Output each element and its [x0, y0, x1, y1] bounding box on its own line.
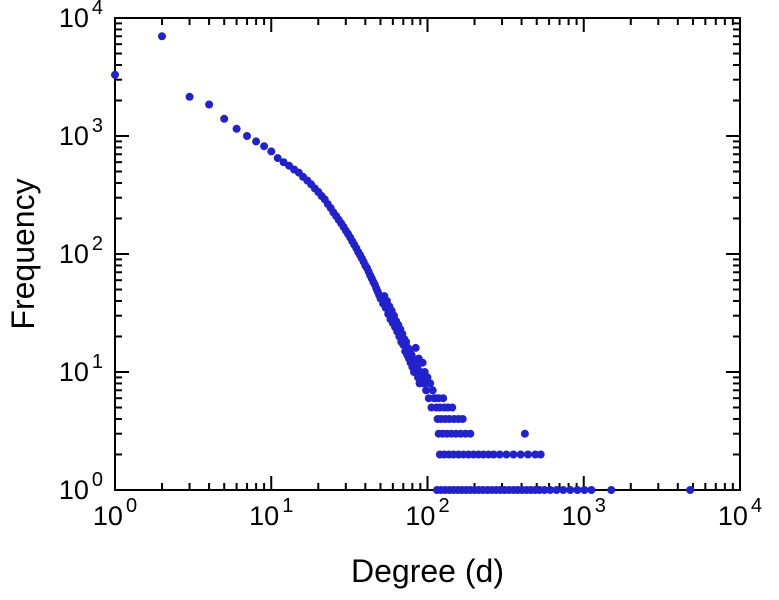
data-point [111, 70, 119, 79]
data-point [205, 100, 214, 109]
data-point [402, 337, 411, 346]
data-point [426, 379, 435, 388]
data-point [489, 450, 498, 459]
tick-labels: 10 0 10 1 10 2 10 3 10 4 10 0 10 1 10 2 10 3 10 4 [59, 0, 762, 531]
data-point [509, 450, 518, 459]
data-point [243, 132, 251, 140]
data-point [587, 486, 596, 494]
data-point [540, 486, 549, 494]
x-axis-label: Degree (d) [351, 553, 504, 589]
data-point [158, 32, 166, 41]
data-point [559, 486, 568, 494]
data-point [267, 147, 276, 156]
y-tick-label: 10 1 [59, 351, 103, 387]
data-point [422, 386, 431, 395]
data-point [516, 450, 525, 459]
data-point [546, 486, 555, 494]
data-point [252, 137, 261, 146]
data-point [273, 154, 282, 163]
data-point [502, 450, 511, 459]
data-point [439, 394, 448, 403]
data-point [495, 450, 504, 459]
data-point [428, 386, 437, 395]
x-tick-label: 10 0 [93, 495, 137, 531]
data-point [536, 450, 545, 459]
y-tick-label: 10 4 [59, 0, 103, 33]
x-tick-label: 10 4 [718, 495, 762, 531]
y-tick-label: 10 2 [59, 233, 103, 269]
data-point [260, 142, 269, 151]
data-point [411, 343, 420, 352]
y-tick-label: 10 3 [59, 115, 103, 151]
data-point [607, 486, 616, 494]
data-point [520, 429, 529, 438]
data-point [580, 486, 589, 494]
data-point [686, 486, 695, 494]
data-point [566, 486, 575, 494]
data-point [573, 486, 582, 494]
data-point [524, 450, 532, 459]
x-tick-label: 10 1 [249, 495, 293, 531]
axis-ticks [114, 17, 741, 491]
data-point [420, 379, 428, 388]
data-point [232, 124, 241, 133]
x-tick-label: 10 3 [562, 495, 606, 531]
data-point [418, 358, 427, 367]
y-tick-label: 10 0 [59, 469, 103, 505]
data-point [220, 114, 229, 123]
data-point [423, 373, 432, 382]
data-point [458, 415, 467, 423]
data-point [185, 92, 194, 101]
y-axis-label: Frequency [5, 178, 41, 329]
data-points [111, 32, 695, 494]
x-tick-label: 10 2 [405, 495, 449, 531]
data-point [448, 403, 457, 412]
data-point [466, 429, 475, 438]
data-point [552, 486, 561, 494]
plot-frame [114, 17, 741, 491]
